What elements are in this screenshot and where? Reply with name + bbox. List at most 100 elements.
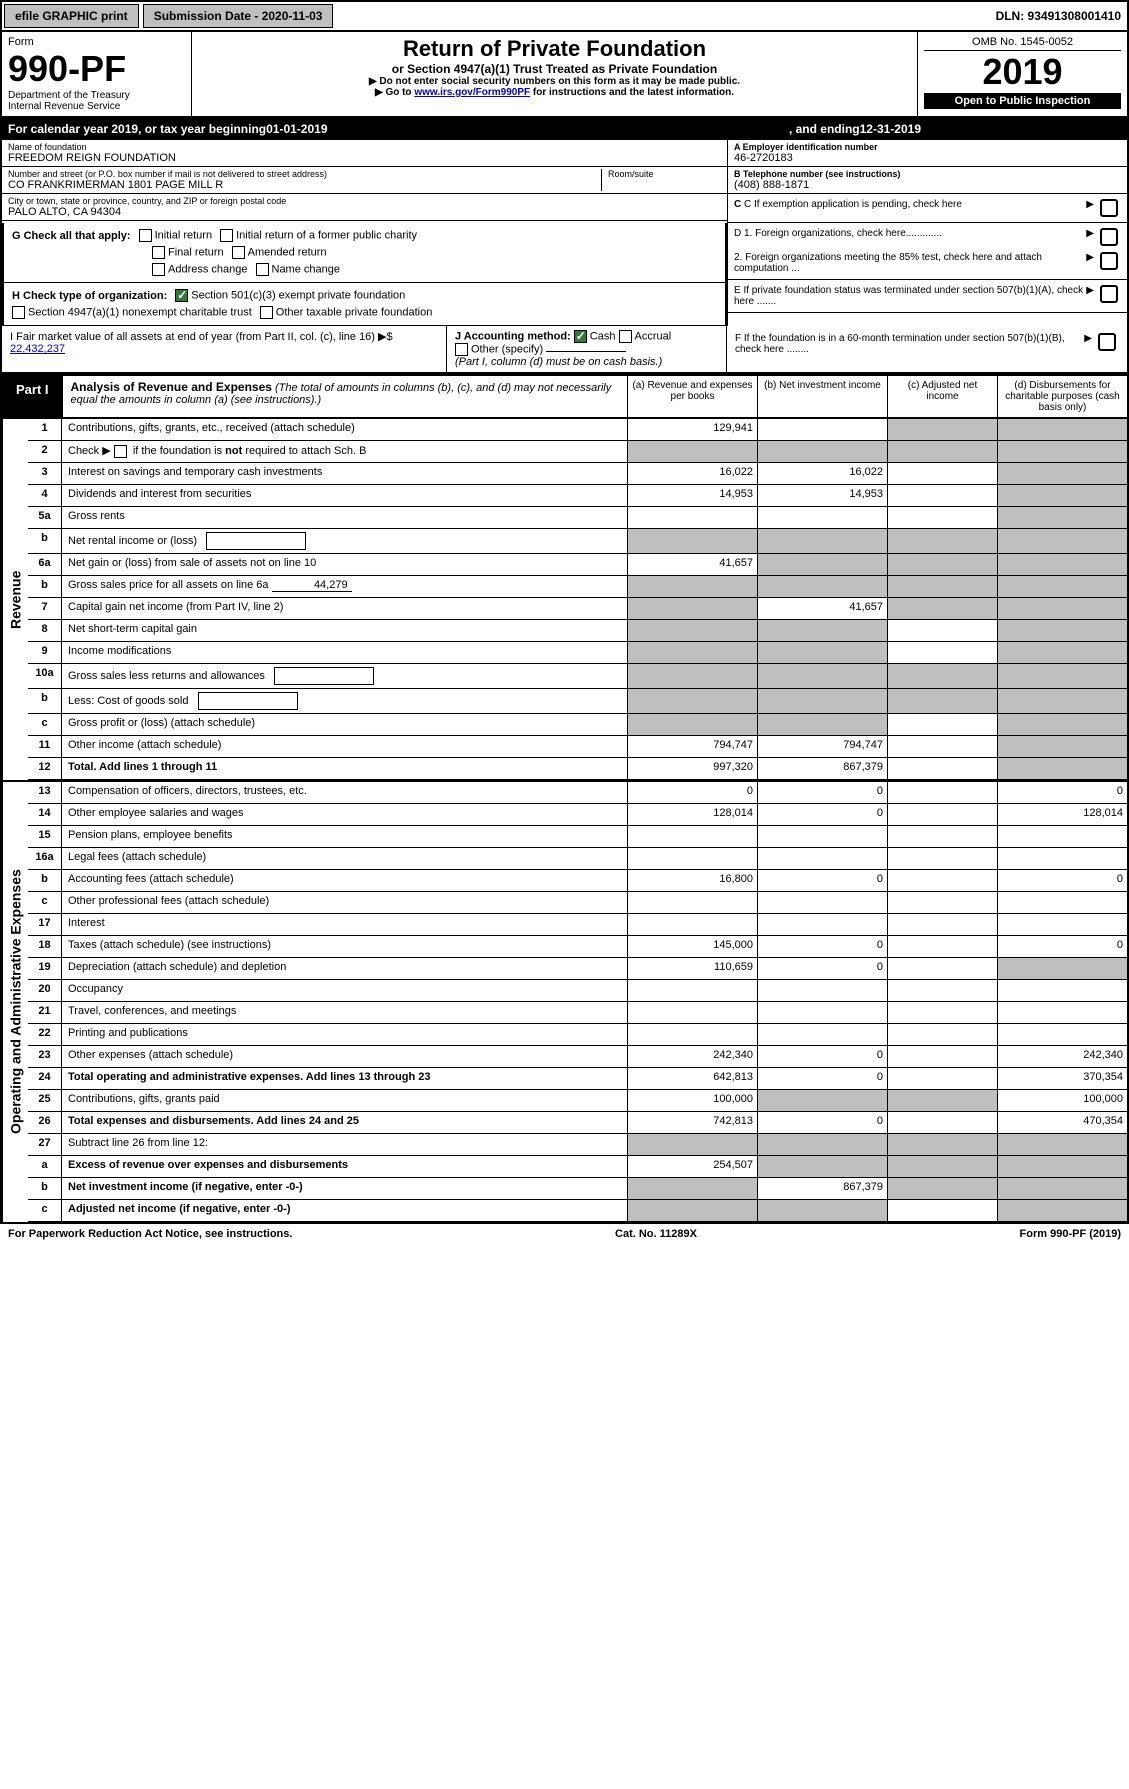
j-other-checkbox[interactable] <box>455 343 468 356</box>
cell <box>757 826 887 847</box>
cell: 16,800 <box>627 870 757 891</box>
room-label: Room/suite <box>608 169 721 179</box>
instr-2: ▶ Go to www.irs.gov/Form990PF for instru… <box>198 87 911 98</box>
cell <box>757 980 887 1001</box>
irs-label: Internal Revenue Service <box>8 101 185 112</box>
cell <box>627 664 757 688</box>
table-row: 26Total expenses and disbursements. Add … <box>28 1112 1127 1134</box>
cell <box>887 936 997 957</box>
cell <box>627 848 757 869</box>
cell: 794,747 <box>757 736 887 757</box>
row-label: Gross profit or (loss) (attach schedule) <box>62 714 627 735</box>
h-other-checkbox[interactable] <box>260 306 273 319</box>
cell <box>997 1024 1127 1045</box>
cell <box>757 1134 887 1155</box>
cell <box>887 826 997 847</box>
g-addr-checkbox[interactable] <box>152 263 165 276</box>
row-number: 19 <box>28 958 62 979</box>
d1-checkbox[interactable] <box>1100 228 1118 246</box>
cell <box>757 1200 887 1221</box>
e-checkbox[interactable] <box>1100 285 1118 303</box>
cell <box>997 848 1127 869</box>
row-number: 20 <box>28 980 62 1001</box>
sch-b-checkbox[interactable] <box>114 445 127 458</box>
row-number: 14 <box>28 804 62 825</box>
row-label: Subtract line 26 from line 12: <box>62 1134 627 1155</box>
f-checkbox[interactable] <box>1098 333 1116 351</box>
row-number: 18 <box>28 936 62 957</box>
table-row: bGross sales price for all assets on lin… <box>28 576 1127 598</box>
cell <box>887 870 997 891</box>
table-row: 8Net short-term capital gain <box>28 620 1127 642</box>
cell <box>757 714 887 735</box>
cell: 100,000 <box>997 1090 1127 1111</box>
table-row: 22Printing and publications <box>28 1024 1127 1046</box>
cell <box>757 1002 887 1023</box>
row-label: Occupancy <box>62 980 627 1001</box>
g-amended-checkbox[interactable] <box>232 246 245 259</box>
row-label: Net short-term capital gain <box>62 620 627 641</box>
h-501c3-checkbox[interactable] <box>175 289 188 302</box>
cell: 242,340 <box>997 1046 1127 1067</box>
table-row: 16aLegal fees (attach schedule) <box>28 848 1127 870</box>
row-label: Contributions, gifts, grants paid <box>62 1090 627 1111</box>
c-label: C C If exemption application is pending,… <box>734 199 1086 210</box>
cell <box>997 554 1127 575</box>
submission-date-button[interactable]: Submission Date - 2020-11-03 <box>143 4 334 28</box>
row-label: Excess of revenue over expenses and disb… <box>62 1156 627 1177</box>
row-label: Printing and publications <box>62 1024 627 1045</box>
cell: 128,014 <box>997 804 1127 825</box>
h-4947-checkbox[interactable] <box>12 306 25 319</box>
cell <box>627 642 757 663</box>
g-name-checkbox[interactable] <box>256 263 269 276</box>
table-row: 23Other expenses (attach schedule)242,34… <box>28 1046 1127 1068</box>
cell <box>887 1046 997 1067</box>
row-label: Other income (attach schedule) <box>62 736 627 757</box>
cell <box>887 642 997 663</box>
cell: 254,507 <box>627 1156 757 1177</box>
row-label: Capital gain net income (from Part IV, l… <box>62 598 627 619</box>
d2-checkbox[interactable] <box>1100 252 1118 270</box>
efile-button[interactable]: efile GRAPHIC print <box>4 4 139 28</box>
cell <box>997 1002 1127 1023</box>
foundation-name-label: Name of foundation <box>8 142 721 152</box>
cell <box>887 1112 997 1133</box>
i-value: 22,432,237 <box>10 343 65 355</box>
table-row: cAdjusted net income (if negative, enter… <box>28 1200 1127 1222</box>
cell: 997,320 <box>627 758 757 779</box>
cell <box>757 914 887 935</box>
cell <box>627 1200 757 1221</box>
cell <box>997 736 1127 757</box>
c-checkbox[interactable] <box>1100 199 1118 217</box>
cell <box>627 1134 757 1155</box>
part1-title: Analysis of Revenue and Expenses <box>71 380 272 394</box>
row-number: 27 <box>28 1134 62 1155</box>
cell <box>997 1134 1127 1155</box>
cell <box>997 463 1127 484</box>
cell <box>887 736 997 757</box>
page-footer: For Paperwork Reduction Act Notice, see … <box>0 1224 1129 1244</box>
g-initial-checkbox[interactable] <box>139 229 152 242</box>
j-accrual-checkbox[interactable] <box>619 330 632 343</box>
cell <box>887 914 997 935</box>
cell <box>997 419 1127 440</box>
revenue-section-label: Revenue <box>2 419 28 780</box>
g-final-checkbox[interactable] <box>152 246 165 259</box>
cell: 742,813 <box>627 1112 757 1133</box>
cell: 14,953 <box>757 485 887 506</box>
cell <box>997 576 1127 597</box>
part1-badge: Part I <box>2 376 63 417</box>
row-label: Travel, conferences, and meetings <box>62 1002 627 1023</box>
row-label: Income modifications <box>62 642 627 663</box>
cell <box>887 1134 997 1155</box>
opex-section-label: Operating and Administrative Expenses <box>2 782 28 1222</box>
g-initial-former-checkbox[interactable] <box>220 229 233 242</box>
d2-label: 2. Foreign organizations meeting the 85%… <box>734 252 1086 274</box>
row-label: Net rental income or (loss) <box>62 529 627 553</box>
form-link[interactable]: www.irs.gov/Form990PF <box>414 87 530 98</box>
cell: 867,379 <box>757 1178 887 1199</box>
row-label: Legal fees (attach schedule) <box>62 848 627 869</box>
j-cash-checkbox[interactable] <box>574 330 587 343</box>
form-title: Return of Private Foundation <box>198 36 911 62</box>
i-label: I Fair market value of all assets at end… <box>10 331 393 343</box>
